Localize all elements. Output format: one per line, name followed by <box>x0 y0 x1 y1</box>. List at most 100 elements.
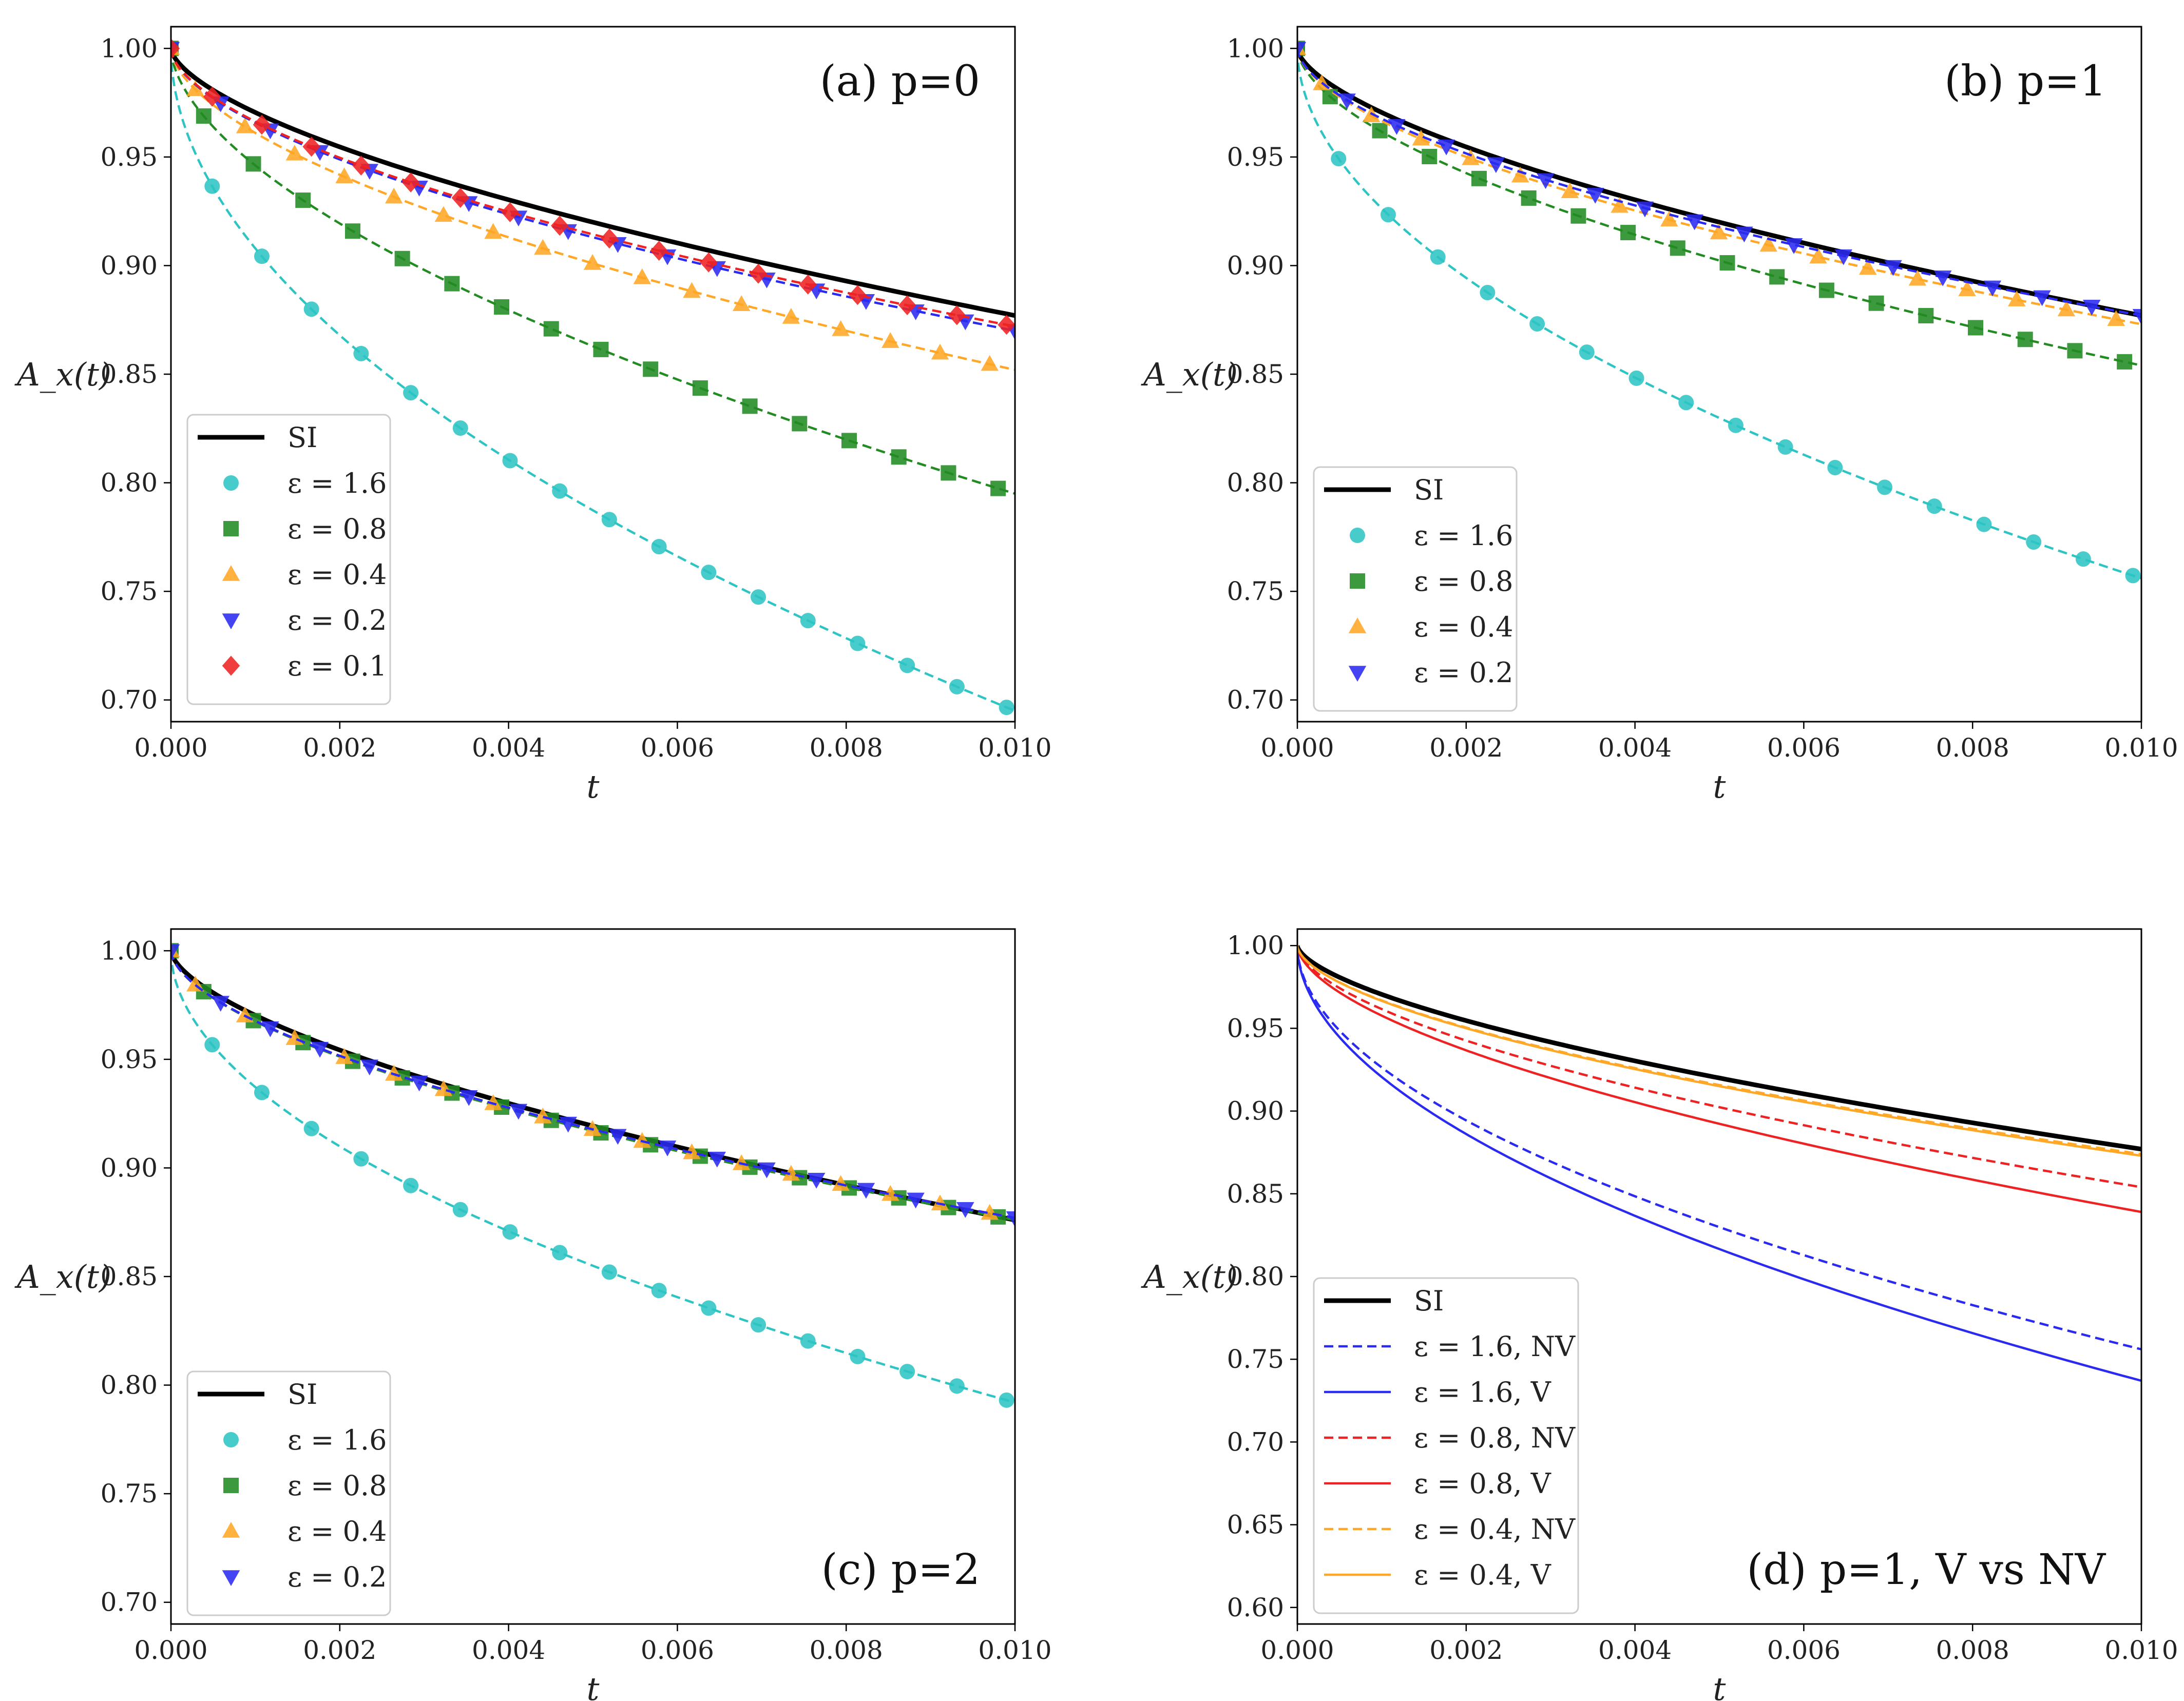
data-point <box>253 114 271 135</box>
legend-label: ε = 0.4 <box>288 1515 387 1548</box>
data-point <box>236 117 254 133</box>
panel-title: (c) p=2 <box>821 1545 980 1594</box>
series-line-eps-0-4 <box>171 951 1015 1220</box>
data-point <box>782 308 800 324</box>
data-point <box>857 1183 875 1199</box>
data-point <box>633 268 651 284</box>
x-axis-label: t <box>587 768 600 805</box>
data-point <box>1933 270 1952 286</box>
data-point <box>742 398 758 414</box>
data-point <box>401 172 420 192</box>
x-tick-label: 0.010 <box>2104 733 2178 763</box>
data-point <box>1877 479 1893 495</box>
data-point <box>1827 459 1843 475</box>
legend-box <box>1313 1277 1579 1614</box>
legend-box <box>186 414 391 705</box>
data-point <box>601 512 617 528</box>
legend-label: SI <box>1414 474 1444 506</box>
y-tick-label: 0.95 <box>1227 142 1284 172</box>
legend-label: ε = 0.8 <box>1414 565 1513 597</box>
series-group <box>1297 39 2141 584</box>
data-point <box>998 315 1015 335</box>
data-point <box>2026 534 2042 550</box>
x-tick-label: 0.000 <box>1260 733 1334 763</box>
x-axis-label: t <box>587 1670 600 1701</box>
data-point <box>2008 291 2026 306</box>
data-point <box>484 1094 502 1110</box>
y-tick-label: 0.65 <box>1227 1510 1284 1540</box>
data-point <box>2075 551 2091 567</box>
data-point <box>1338 93 1356 109</box>
data-point <box>609 1129 627 1145</box>
x-tick-label: 0.008 <box>1936 733 2009 763</box>
data-point <box>956 1202 974 1218</box>
data-point <box>352 155 370 176</box>
data-point <box>1868 295 1884 311</box>
data-point <box>1636 201 1654 218</box>
series-line-eps-0-8 <box>171 951 1015 1222</box>
legend: SI ε = 1.6 ε = 0.8 ε = 0.4 ε = 0.2 <box>1313 466 1518 712</box>
data-point <box>502 1224 518 1240</box>
y-tick-label: 0.95 <box>1227 1013 1284 1043</box>
data-point <box>222 1570 240 1586</box>
series-line-eps-0-8-nv <box>1297 945 2141 1189</box>
data-point <box>1437 139 1455 156</box>
data-point <box>800 1333 816 1349</box>
legend-label: ε = 1.6, V <box>1414 1376 1551 1408</box>
data-point <box>295 192 311 208</box>
data-point <box>1331 151 1347 167</box>
data-point <box>223 521 239 536</box>
data-point <box>758 1162 776 1178</box>
data-point <box>949 1378 965 1394</box>
series-line-si <box>171 47 1015 318</box>
y-tick-label: 0.90 <box>1227 250 1284 280</box>
data-point <box>1412 129 1430 146</box>
series-markers-eps-0-8 <box>1297 41 2133 370</box>
y-tick-label: 0.75 <box>1227 576 1284 606</box>
y-axis-label: A_x(t) <box>1141 356 1238 393</box>
legend-label: ε = 0.8, V <box>1414 1467 1551 1500</box>
data-point <box>223 475 239 491</box>
data-point <box>254 248 270 264</box>
data-point <box>534 1107 552 1124</box>
y-tick-label: 0.90 <box>1227 1096 1284 1126</box>
series-markers-eps-0-2 <box>1297 42 2141 325</box>
series-line-eps-0-4-v <box>1297 945 2141 1157</box>
series-line-eps-1-6-v <box>1297 945 2141 1382</box>
legend: SI ε = 1.6, NV ε = 1.6, V ε = 0.8, NV ε = 0.… <box>1313 1277 1579 1614</box>
y-tick-label: 0.80 <box>1227 468 1284 498</box>
data-point <box>1388 119 1406 135</box>
data-point <box>1678 395 1694 411</box>
data-point <box>1685 214 1703 230</box>
data-point <box>1380 207 1396 223</box>
data-point <box>222 655 240 676</box>
y-tick-label: 0.75 <box>101 1479 158 1509</box>
data-point <box>2107 310 2125 326</box>
data-point <box>196 108 212 124</box>
x-tick-label: 0.004 <box>472 1635 545 1665</box>
series-group <box>171 941 1015 1408</box>
x-tick-label: 0.002 <box>1429 733 1503 763</box>
panel-a: 0.000 0.002 0.004 0.006 0.008 0.010 0.70 0.75 0.… <box>14 26 1052 805</box>
data-point <box>1809 247 1827 264</box>
x-tick-label: 0.006 <box>1767 733 1841 763</box>
series-line-eps-1-6-nv <box>1297 945 2141 1350</box>
data-point <box>651 1283 667 1299</box>
data-point <box>509 1104 528 1120</box>
data-point <box>600 228 619 249</box>
data-point <box>1926 498 1942 514</box>
data-point <box>782 1165 800 1181</box>
legend-label: ε = 0.2 <box>288 1561 387 1593</box>
data-point <box>601 1264 617 1280</box>
x-tick-label: 0.004 <box>1598 733 1672 763</box>
series-line-si <box>1297 944 2141 1152</box>
data-point <box>1629 370 1644 386</box>
data-point <box>1769 269 1785 285</box>
data-point <box>261 1021 279 1037</box>
data-point <box>501 202 519 222</box>
data-point <box>683 282 701 298</box>
legend-label: ε = 0.4 <box>1414 611 1513 643</box>
panel-c: 0.000 0.002 0.004 0.006 0.008 0.010 0.70 0.75 0.… <box>14 928 1052 1701</box>
data-point <box>1430 249 1446 265</box>
data-point <box>1785 238 1803 254</box>
